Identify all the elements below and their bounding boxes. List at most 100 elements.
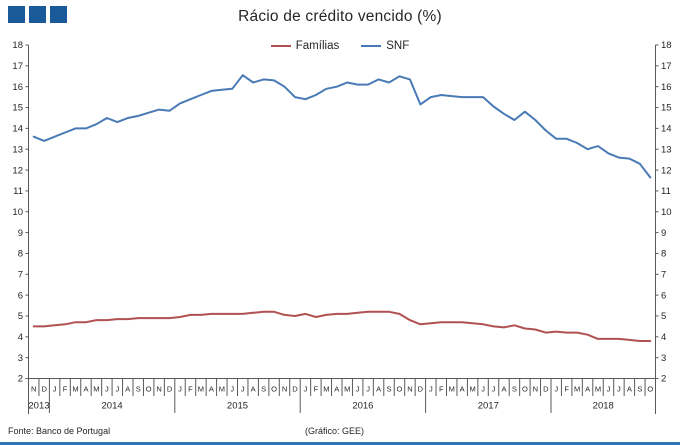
y-tick-label-right: 15	[661, 103, 672, 114]
month-label: A	[334, 385, 339, 394]
logo-square-icon	[29, 6, 46, 23]
month-label: N	[533, 385, 538, 394]
logo-square-icon	[8, 6, 25, 23]
y-tick-label-right: 11	[661, 186, 671, 197]
month-label: M	[470, 385, 476, 394]
y-tick-label-left: 18	[12, 40, 23, 51]
month-label: D	[167, 385, 173, 394]
month-label: A	[251, 385, 256, 394]
month-label: M	[574, 385, 580, 394]
month-label: D	[543, 385, 549, 394]
y-tick-label-right: 6	[661, 290, 666, 301]
month-label: A	[125, 385, 130, 394]
legend-line-swatch	[361, 44, 382, 48]
year-label: 2018	[593, 401, 614, 412]
year-label: 2017	[478, 401, 499, 412]
logo	[8, 6, 67, 23]
y-tick-label-right: 18	[661, 40, 672, 51]
month-label: A	[585, 385, 590, 394]
y-tick-label-right: 14	[661, 124, 672, 135]
y-tick-label-right: 3	[661, 353, 666, 364]
month-label: M	[219, 385, 225, 394]
y-tick-label-left: 10	[12, 207, 23, 218]
month-label: M	[323, 385, 329, 394]
bottom-rule	[0, 442, 680, 445]
legend-line-swatch	[270, 44, 291, 48]
month-label: F	[314, 385, 319, 394]
chart-title: Rácio de crédito vencido (%)	[238, 8, 442, 25]
legend-item-snf: SNF	[361, 40, 409, 52]
month-label: N	[282, 385, 287, 394]
month-label: O	[271, 385, 277, 394]
year-label: 2016	[352, 401, 373, 412]
month-label: J	[481, 385, 485, 394]
legend-label: SNF	[386, 40, 410, 52]
y-tick-label-right: 8	[661, 249, 666, 260]
month-label: M	[344, 385, 350, 394]
year-label: 2013	[28, 401, 49, 412]
y-tick-label-left: 14	[12, 124, 23, 135]
y-tick-label-right: 7	[661, 269, 666, 280]
month-label: O	[397, 385, 403, 394]
month-label: S	[637, 385, 642, 394]
month-label: J	[617, 385, 621, 394]
month-label: M	[198, 385, 204, 394]
year-label: 2015	[227, 401, 248, 412]
y-tick-label-left: 3	[18, 353, 23, 364]
month-label: J	[366, 385, 370, 394]
month-label: A	[376, 385, 381, 394]
y-tick-label-right: 4	[661, 332, 666, 343]
y-tick-label-left: 9	[18, 228, 23, 239]
month-label: F	[188, 385, 193, 394]
month-label: M	[72, 385, 78, 394]
month-label: J	[356, 385, 360, 394]
legend-item-familias: Famílias	[270, 40, 340, 52]
month-label: J	[241, 385, 245, 394]
y-tick-label-right: 9	[661, 228, 666, 239]
y-tick-label-left: 5	[18, 311, 23, 322]
month-label: J	[230, 385, 234, 394]
y-tick-label-left: 12	[12, 165, 23, 176]
month-label: A	[501, 385, 506, 394]
series-line-famílias	[32, 310, 652, 342]
month-label: F	[63, 385, 68, 394]
month-label: D	[292, 385, 298, 394]
month-label: J	[304, 385, 308, 394]
y-tick-label-left: 11	[13, 186, 23, 197]
y-tick-label-right: 10	[661, 207, 672, 218]
y-tick-label-left: 7	[18, 269, 23, 280]
month-label: O	[522, 385, 528, 394]
month-label: J	[115, 385, 119, 394]
month-label: J	[554, 385, 558, 394]
y-tick-label-right: 17	[661, 61, 672, 72]
month-label: N	[407, 385, 412, 394]
y-tick-label-right: 5	[661, 311, 666, 322]
month-label: A	[460, 385, 465, 394]
series-line-snf	[32, 74, 652, 179]
y-tick-label-left: 13	[12, 144, 23, 155]
month-label: J	[105, 385, 109, 394]
credit-note: (Gráfico: GEE)	[305, 426, 365, 436]
month-label: F	[439, 385, 444, 394]
year-label: 2014	[102, 401, 123, 412]
y-tick-label-left: 6	[18, 290, 23, 301]
month-label: J	[53, 385, 57, 394]
month-label: N	[31, 385, 36, 394]
month-label: O	[146, 385, 152, 394]
source-note: Fonte: Banco de Portugal	[8, 426, 111, 436]
month-label: M	[449, 385, 455, 394]
logo-square-icon	[50, 6, 67, 23]
month-label: D	[41, 385, 47, 394]
month-label: S	[261, 385, 266, 394]
chart-legend: Famílias SNF	[0, 38, 680, 54]
month-label: S	[512, 385, 517, 394]
y-tick-label-left: 4	[18, 332, 23, 343]
month-label: A	[209, 385, 214, 394]
month-label: M	[595, 385, 601, 394]
month-label: J	[178, 385, 182, 394]
y-tick-label-left: 8	[18, 249, 23, 260]
month-label: S	[136, 385, 141, 394]
legend-label: Famílias	[295, 40, 340, 52]
y-tick-label-right: 2	[661, 374, 666, 385]
